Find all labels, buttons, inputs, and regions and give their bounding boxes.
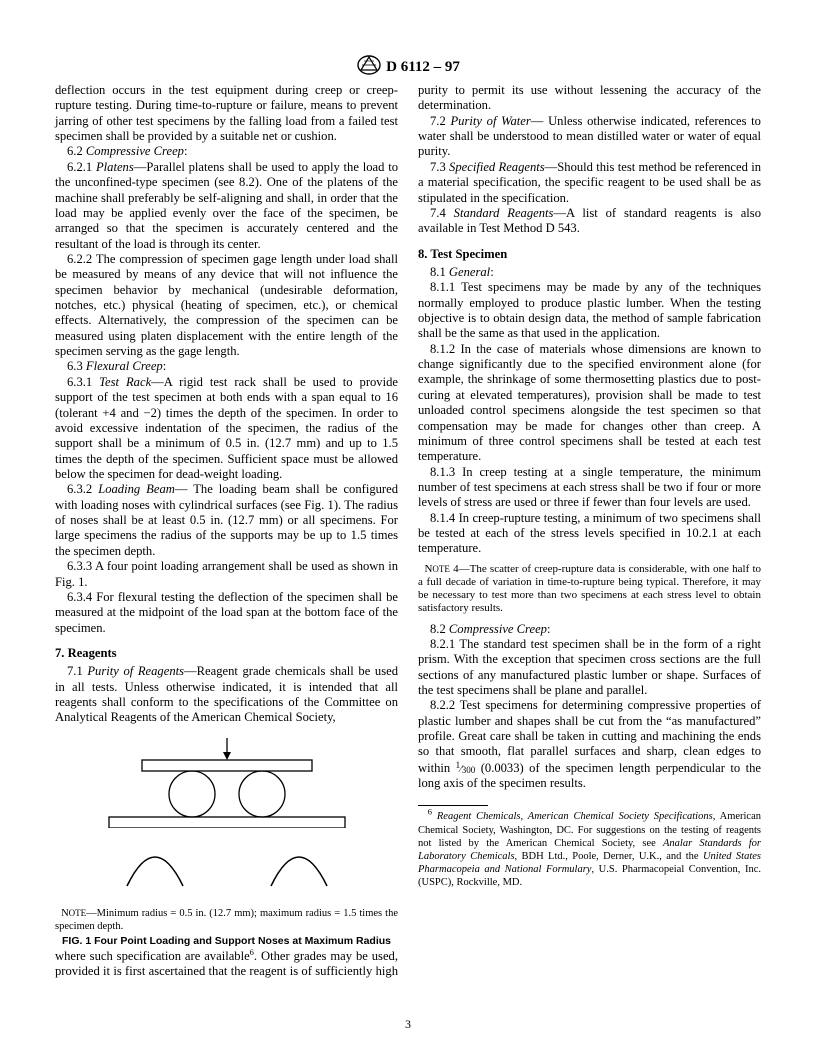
sec-6-2-1: 6.2.1 Platens—Parallel platens shall be … <box>55 160 398 252</box>
sec-6-3-1: 6.3.1 Test Rack—A rigid test rack shall … <box>55 375 398 483</box>
sec-6-2: 6.2 Compressive Creep: <box>55 144 398 159</box>
sec-6-3-2: 6.3.2 Loading Beam— The loading beam sha… <box>55 482 398 559</box>
page-number: 3 <box>0 1017 816 1032</box>
sec-8-2: 8.2 Compressive Creep: <box>418 622 761 637</box>
note-4: NOTE 4—The scatter of creep-rupture data… <box>418 563 761 616</box>
figure-1: NOTE—Minimum radius = 0.5 in. (12.7 mm);… <box>55 736 398 949</box>
sec-8-1: 8.1 General: <box>418 265 761 280</box>
sec-8-2-2: 8.2.2 Test specimens for determining com… <box>418 698 761 791</box>
page: D 6112 – 97 deflection occurs in the tes… <box>0 0 816 1056</box>
sec-6-2-2: 6.2.2 The compression of specimen gage l… <box>55 252 398 360</box>
figure-1-svg <box>87 736 367 901</box>
header: D 6112 – 97 <box>0 54 816 81</box>
sec-8-1-1: 8.1.1 Test specimens may be made by any … <box>418 280 761 341</box>
heading-8: 8. Test Specimen <box>418 247 761 262</box>
sec-6-3: 6.3 Flexural Creep: <box>55 359 398 374</box>
sec-8-1-4: 8.1.4 In creep-rupture testing, a minimu… <box>418 511 761 557</box>
sec-7-2: 7.2 Purity of Water— Unless otherwise in… <box>418 114 761 160</box>
header-code: D 6112 – 97 <box>386 59 460 75</box>
sec-7-4: 7.4 Standard Reagents—A list of standard… <box>418 206 761 237</box>
sec-7-1: 7.1 Purity of Reagents—Reagent grade che… <box>55 664 398 725</box>
para-deflection: deflection occurs in the test equipment … <box>55 83 398 144</box>
footnote-6: 6 Reagent Chemicals, American Chemical S… <box>418 810 761 889</box>
sec-7-3: 7.3 Specified Reagents—Should this test … <box>418 160 761 206</box>
sec-8-1-2: 8.1.2 In the case of materials whose dim… <box>418 342 761 465</box>
sec-6-3-4: 6.3.4 For flexural testing the deflectio… <box>55 590 398 636</box>
sec-8-2-1: 8.2.1 The standard test specimen shall b… <box>418 637 761 698</box>
figure-1-note: NOTE—Minimum radius = 0.5 in. (12.7 mm);… <box>55 907 398 933</box>
sec-6-3-3: 6.3.3 A four point loading arrangement s… <box>55 559 398 590</box>
body-columns: deflection occurs in the test equipment … <box>55 83 761 1003</box>
heading-7: 7. Reagents <box>55 646 398 661</box>
figure-1-title: FIG. 1 Four Point Loading and Support No… <box>55 935 398 949</box>
sec-8-1-3: 8.1.3 In creep testing at a single tempe… <box>418 465 761 511</box>
astm-logo <box>356 54 382 81</box>
